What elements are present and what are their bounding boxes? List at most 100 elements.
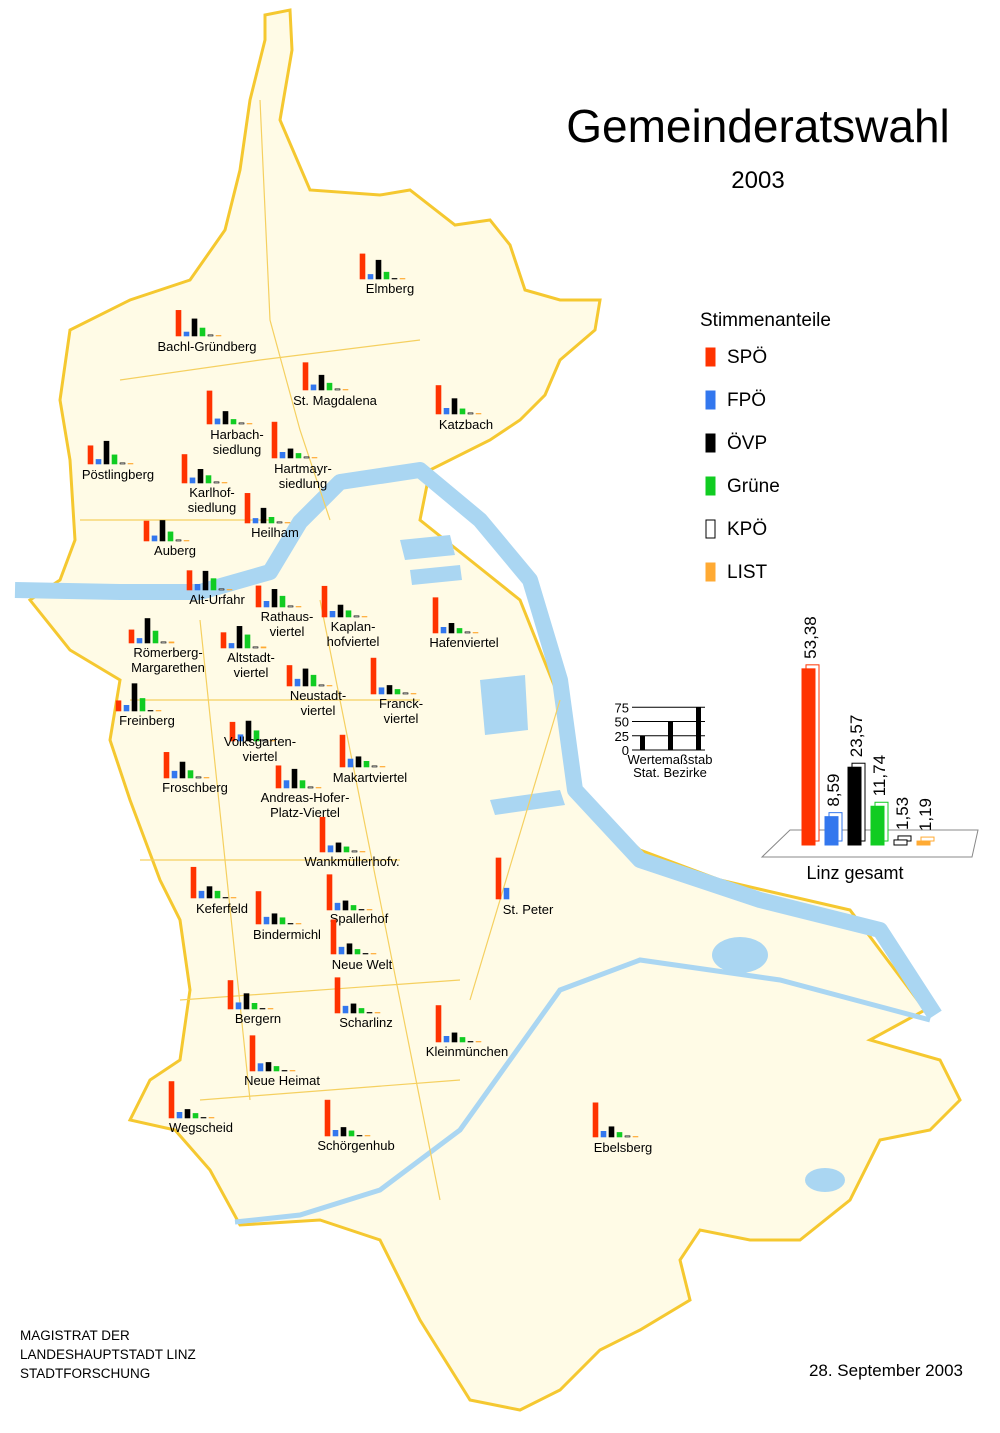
district-bar [163, 752, 170, 779]
district-label: St. Peter [503, 902, 554, 917]
district-bar [221, 482, 228, 484]
district-label: Alt-Urfahr [189, 592, 245, 607]
district-bar [356, 1135, 363, 1137]
total-bar [893, 839, 908, 846]
district-bar [318, 684, 325, 687]
district-bar [236, 626, 243, 649]
district-bar [608, 1126, 615, 1138]
district-bar [255, 585, 262, 608]
district-bar [228, 643, 235, 649]
district-bar [343, 846, 350, 853]
district-bar [191, 318, 198, 337]
district-bar [238, 422, 245, 425]
district-label: Spallerhof [330, 911, 389, 926]
district-bar [260, 646, 267, 649]
district-bar [359, 851, 366, 853]
lake [805, 1168, 845, 1192]
district-bar [183, 331, 190, 337]
district-label: Volksgarten- [224, 734, 296, 749]
district-bar [337, 604, 344, 618]
district-bar [334, 902, 341, 911]
district-bar [159, 520, 166, 542]
district-bar [375, 259, 382, 280]
district-bar [213, 481, 220, 484]
district-bar [330, 919, 337, 955]
district-label: Heilham [251, 525, 299, 540]
district-bar [95, 459, 102, 465]
river-danube [14, 462, 942, 1020]
district-bar [244, 634, 251, 649]
district-bar [342, 389, 349, 391]
district-bar [294, 678, 301, 687]
legend-label: LIST [727, 562, 768, 583]
district-label: Römerberg- [133, 645, 202, 660]
total-bar [801, 668, 816, 846]
district-bar [295, 453, 302, 459]
district-bar [632, 1136, 639, 1138]
district-bar [283, 780, 290, 789]
district-bar [144, 618, 151, 644]
scale-bar [696, 707, 701, 750]
district-bar [218, 588, 225, 591]
district-label: Katzbach [439, 417, 493, 432]
district-bar [386, 685, 393, 695]
district-bar [195, 776, 202, 779]
district-bar [271, 421, 278, 459]
district-bar [111, 454, 118, 465]
district-bar [286, 665, 293, 687]
district-bar [592, 1102, 599, 1138]
district-bar [326, 874, 333, 911]
district-bar [255, 891, 262, 925]
district-label: Bindermichl [253, 927, 321, 942]
district-bar [128, 629, 135, 644]
district-bar [119, 462, 126, 465]
district-bar [319, 816, 326, 853]
district-label: Freinberg [119, 713, 175, 728]
district-bar [391, 278, 398, 280]
footer-line: STADTFORSCHUNG [20, 1366, 150, 1381]
district-bar [332, 1130, 339, 1137]
district-bar [472, 632, 479, 634]
district-bar [152, 630, 159, 644]
district-bar [394, 689, 401, 695]
footer-line: MAGISTRAT DER [20, 1328, 130, 1343]
district-bar [363, 760, 370, 768]
scale-bar [640, 735, 645, 750]
district-bar [202, 570, 209, 591]
district-bar [329, 610, 336, 618]
district-label: Neustadt- [290, 688, 346, 703]
scale-tick-label: 75 [615, 700, 629, 715]
scale-tick-label: 0 [622, 743, 629, 758]
district-bar [206, 390, 213, 425]
district-bar [354, 949, 361, 955]
district-bar [210, 578, 217, 591]
district-bar [198, 890, 205, 899]
district-label: Franck- [379, 696, 423, 711]
district-bar [222, 897, 229, 899]
district-label: Pöstlingberg [82, 467, 154, 482]
district-label: Kleinmünchen [426, 1044, 508, 1059]
district-bar [181, 454, 188, 484]
district-bar [200, 1117, 207, 1119]
total-value-label: 1,19 [916, 798, 935, 831]
title: Gemeinderatswahl [566, 100, 950, 152]
district-bar [171, 770, 178, 779]
district-bar [358, 1008, 365, 1014]
scale-tick-label: 25 [615, 729, 629, 744]
district-bar [184, 1109, 191, 1119]
district-bar [279, 917, 286, 925]
scale-tick-label: 50 [615, 715, 629, 730]
district-bar [443, 1036, 450, 1043]
legend-label: Grüne [727, 476, 780, 497]
district-bar [252, 518, 259, 524]
district-bar [251, 1002, 258, 1010]
district-bar [326, 382, 333, 391]
district-bar [127, 463, 134, 465]
district-bar [355, 756, 362, 768]
district-bar [435, 385, 442, 415]
district-bar [435, 1005, 442, 1043]
district-bar [230, 419, 237, 425]
total-bar [870, 805, 885, 846]
district-bar [287, 605, 294, 608]
